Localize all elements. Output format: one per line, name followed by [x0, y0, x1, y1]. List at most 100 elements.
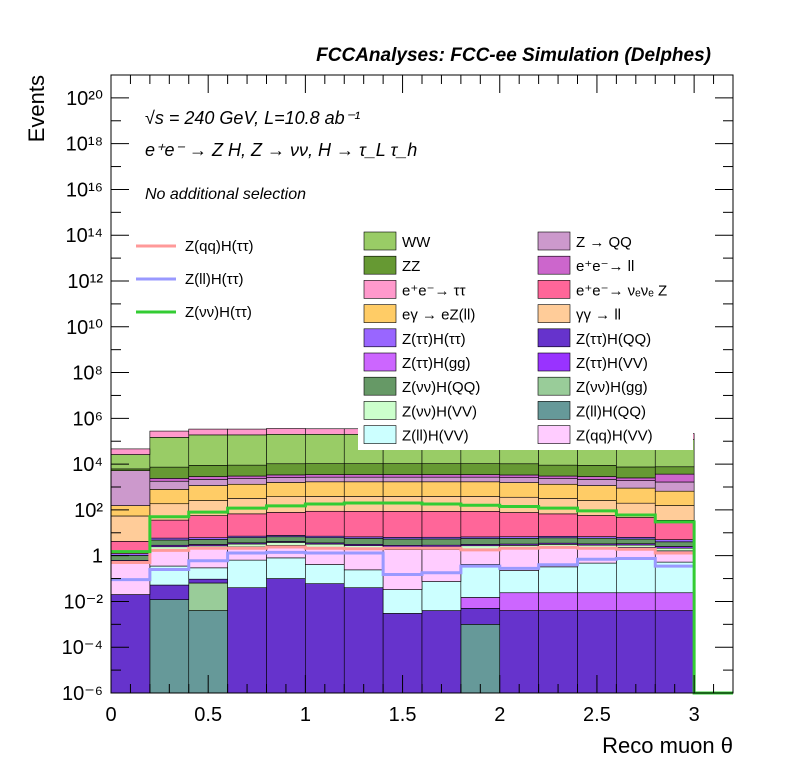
bar-zz-bin-14	[654, 466, 695, 475]
y-tick-label: 10⁻²	[64, 591, 104, 613]
bar-z-ll-h-vv-bin-10	[499, 570, 539, 594]
bar-zz-bin-2	[188, 465, 228, 477]
legend-label-z-h-qq: Z(νν)H(QQ)	[402, 379, 480, 396]
y-tick-label: 10²⁰	[66, 88, 103, 110]
y-tick-label: 10²	[74, 500, 103, 522]
bar-z-qq-h-bin-7	[382, 549, 423, 590]
y-axis-title: Events	[24, 75, 49, 142]
legend-swatch-z-qq	[537, 231, 571, 251]
bar-z-ll-h-vv-bin-4	[266, 557, 306, 579]
bar-ww-bin-5	[305, 434, 345, 464]
legend-swatch-ll	[537, 304, 571, 323]
bar-e-e-z-bin-2	[188, 515, 228, 539]
bar-z-qq-bin-12	[577, 479, 617, 486]
legend-swatch-e-ez-ll	[363, 304, 397, 323]
bar-ll-bin-12	[577, 500, 617, 516]
legend-label-z-ll-h-qq: Z(ll)H(QQ)	[576, 403, 646, 420]
bar-z-h-qq-bin-13	[616, 610, 656, 694]
bar-e-ez-ll-bin-3	[227, 483, 267, 499]
axis-ticks	[110, 74, 734, 694]
bar-e-e-ll-bin-12	[577, 476, 617, 480]
bar-zz-bin-7	[382, 463, 423, 475]
legend-label-z-h-gg: Z(ττ)H(gg)	[402, 355, 471, 372]
legend-label-zz: ZZ	[402, 258, 420, 275]
bar-z-h-qq-bin-1	[149, 584, 190, 600]
bar-z-h-qq-bin-2	[188, 539, 228, 545]
bar-zz-bin-10	[499, 463, 539, 476]
bar-e-ez-ll-bin-6	[343, 481, 384, 497]
legend-swatch-z-h-qq	[363, 376, 397, 396]
bar-z-h-gg-bin-9	[460, 597, 501, 609]
bar-z-h-vv-bin-4	[266, 542, 306, 546]
bar-z-h-qq-bin-13	[616, 538, 656, 545]
bar-z-qq-bin-3	[227, 478, 267, 485]
bar-e-e-ll-bin-6	[343, 474, 384, 478]
bar-e-e-z-bin-7	[382, 511, 423, 538]
bar-e-e-z-bin-4	[266, 512, 306, 536]
bar-ww-bin-2	[188, 434, 228, 466]
bar-e-e-z-bin-3	[227, 513, 267, 537]
bar-e-ez-ll-bin-10	[499, 482, 539, 498]
y-tick-label: 10¹⁰	[66, 317, 103, 339]
bar-e-e-z-bin-9	[460, 511, 501, 538]
bar-zz-bin-4	[266, 463, 306, 476]
bar-e-e-z-bin-12	[577, 515, 617, 537]
legend-label-ww: WW	[402, 234, 431, 251]
bar-e-e-ll-bin-9	[460, 474, 501, 478]
bar-z-h-qq-bin-4	[266, 536, 306, 542]
legend-main: WW ZZ e⁺e⁻→ ττ eγ → eZ(ll) Z(ττ)H(ττ) Z(ττ)H(…	[358, 228, 693, 450]
process-annotation: e⁺e⁻ → Z H, Z → νν, H → τ_L τ_h	[145, 140, 417, 160]
stack-bars	[110, 428, 695, 694]
line-z-h	[111, 501, 733, 695]
bar-ll-bin-10	[499, 496, 539, 513]
bar-e-e-ll-bin-11	[538, 475, 578, 479]
bar-z-h-qq-bin-3	[227, 587, 267, 694]
bar-z-qq-h-bin-9	[460, 548, 501, 565]
bar-e-e-ll-bin-4	[266, 474, 306, 478]
bar-z-ll-h-vv-bin-2	[188, 567, 228, 580]
bar-ww-bin-0	[110, 454, 151, 470]
bar-zz-bin-3	[227, 464, 267, 477]
bar-z-h-qq-bin-12	[577, 537, 617, 545]
bar-z-ll-h-vv-bin-6	[343, 569, 384, 588]
legend-swatch-z-h-vv	[537, 352, 571, 372]
bar-e-ez-ll-bin-14	[654, 490, 695, 506]
y-tick-label: 10⁻⁶	[62, 683, 103, 705]
bar-e-ez-ll-bin-11	[538, 483, 578, 499]
bar-z-qq-bin-4	[266, 477, 306, 483]
bar-e-e-z-bin-13	[616, 517, 656, 538]
x-tick-label: 2.5	[583, 704, 611, 726]
legend-label-z-qq: Z → QQ	[576, 234, 632, 251]
bar-e-ez-ll-bin-8	[421, 481, 462, 497]
y-tick-label: 10⁸	[72, 363, 103, 385]
bar-e-ez-ll-bin-0	[110, 505, 151, 517]
bar-z-qq-bin-1	[149, 480, 190, 490]
bar-z-qq-bin-2	[188, 479, 228, 486]
bar-z-h-qq-bin-8	[421, 538, 462, 546]
bar-z-h-vv-bin-3	[227, 543, 267, 548]
legend-background	[358, 228, 693, 450]
bar-e-e-bin-2	[188, 428, 228, 436]
legend-label-z-qq-h-vv: Z(qq)H(VV)	[576, 428, 653, 445]
bar-z-ll-h-qq-bin-1	[149, 599, 190, 694]
bar-ll-bin-14	[654, 505, 695, 521]
bar-z-qq-h-bin-12	[577, 547, 617, 564]
bar-e-e-ll-bin-1	[149, 478, 190, 482]
legend-label-ll: γγ → ll	[576, 307, 621, 324]
bar-z-h-qq-bin-5	[305, 537, 345, 544]
bar-zz-bin-11	[538, 464, 578, 477]
bar-z-qq-bin-8	[421, 476, 462, 483]
bar-z-h-qq-bin-5	[305, 583, 345, 694]
y-tick-label: 10⁶	[73, 408, 103, 430]
legend-label-z-ll-h-vv: Z(ll)H(VV)	[402, 428, 469, 445]
bar-e-e-bin-5	[305, 428, 345, 435]
bar-z-ll-h-vv-bin-5	[305, 564, 345, 584]
bar-z-h-qq-bin-14	[654, 610, 695, 694]
bar-e-e-bin-1	[149, 430, 190, 438]
bar-e-e-ll-bin-10	[499, 474, 539, 478]
bar-e-e-bin-0	[110, 448, 151, 455]
bar-z-qq-bin-13	[616, 480, 656, 489]
bar-z-qq-bin-5	[305, 476, 345, 483]
bar-ll-bin-0	[110, 515, 151, 542]
